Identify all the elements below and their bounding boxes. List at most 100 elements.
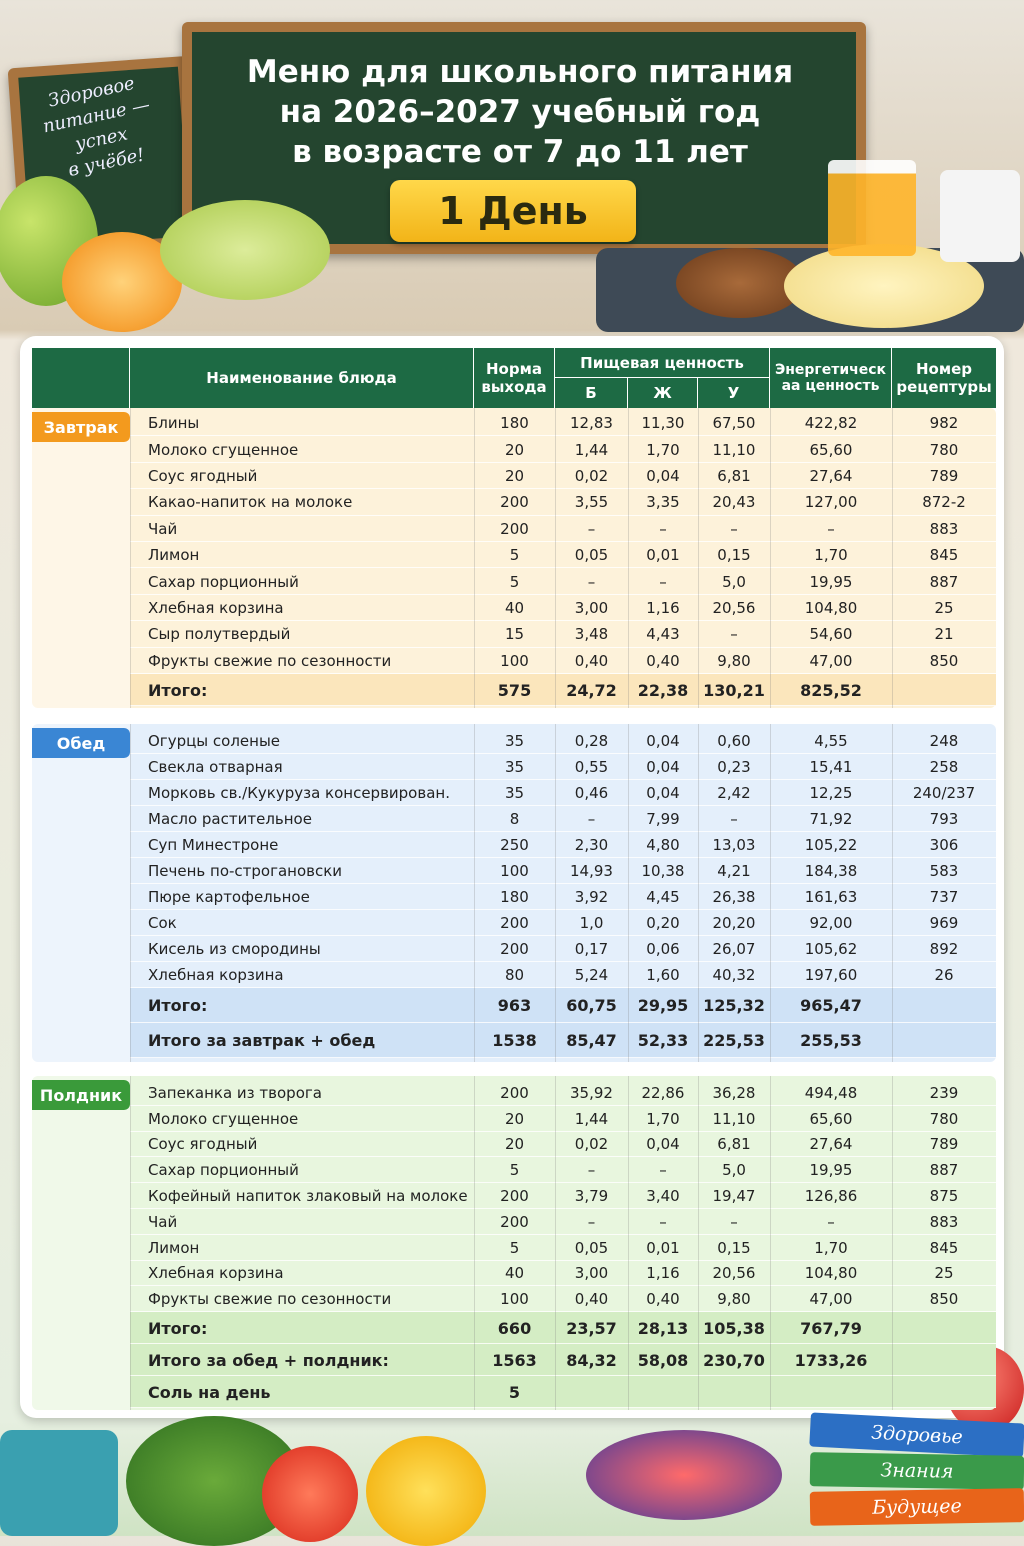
b-cell: 0,28: [574, 732, 609, 750]
row-line: [130, 779, 996, 780]
column-line: [474, 408, 475, 708]
berries: [586, 1430, 782, 1520]
b-cell: 0,02: [574, 466, 609, 485]
b-cell: 85,47: [566, 1031, 617, 1050]
row-line: [130, 1104, 996, 1106]
b-cell: 0,17: [574, 940, 609, 958]
energy-cell: 12,25: [809, 784, 853, 802]
recipe-cell: 883: [929, 519, 959, 538]
zh-cell: 0,20: [646, 914, 680, 932]
norm-cell: 5: [509, 1161, 520, 1180]
b-cell: 14,93: [570, 862, 613, 880]
dish-name: Чай: [148, 1212, 178, 1231]
u-cell: –: [730, 625, 738, 644]
row-line: [130, 857, 996, 858]
book: Будущее: [809, 1488, 1024, 1526]
column-line: [555, 1076, 556, 1410]
header-cell: Пищевая ценность: [555, 348, 770, 378]
norm-cell: 5: [508, 1382, 521, 1402]
dish-name: Морковь св./Кукуруза консервирован.: [148, 784, 450, 802]
u-cell: 0,15: [717, 546, 751, 565]
b-cell: 1,44: [574, 440, 609, 459]
norm-cell: 200: [500, 1212, 529, 1231]
b-cell: –: [587, 572, 596, 591]
energy-cell: 1,70: [814, 546, 848, 565]
lunchbox: [0, 1430, 118, 1536]
energy-cell: 15,41: [809, 758, 853, 776]
column-line: [892, 408, 893, 708]
book: Знания: [809, 1452, 1024, 1490]
energy-cell: 4,55: [814, 732, 848, 750]
u-cell: –: [730, 1212, 738, 1231]
recipe-cell: 239: [929, 1083, 959, 1102]
row-line: [130, 1208, 996, 1209]
zh-cell: 0,04: [646, 732, 680, 750]
u-cell: 26,38: [712, 888, 756, 906]
column-line: [698, 1076, 699, 1410]
pencil-cup: [940, 170, 1020, 262]
u-cell: 13,03: [712, 836, 756, 854]
dish-name: Фрукты свежие по сезонности: [148, 651, 392, 670]
energy-cell: 825,52: [800, 680, 862, 700]
b-cell: 35,92: [570, 1083, 613, 1102]
dish-name: Хлебная корзина: [148, 598, 284, 617]
dish-name: Соль на день: [148, 1382, 271, 1402]
zh-cell: 0,04: [646, 758, 680, 776]
dish-name: Лимон: [148, 1238, 200, 1257]
zh-cell: 0,04: [646, 466, 680, 485]
zh-cell: 3,40: [646, 1187, 680, 1206]
row-line: [130, 1407, 996, 1409]
recipe-cell: 583: [929, 862, 959, 880]
dish-name: Запеканка из творога: [148, 1083, 322, 1102]
b-cell: 1,44: [574, 1109, 609, 1128]
energy-cell: 1733,26: [794, 1350, 868, 1370]
u-cell: 0,60: [717, 732, 751, 750]
column-line: [130, 724, 131, 1062]
title-line: в возрасте от 7 до 11 лет: [292, 134, 748, 170]
row-line: [130, 1022, 996, 1023]
zh-cell: 4,45: [646, 888, 680, 906]
zh-cell: 0,01: [646, 546, 680, 565]
row-line: [130, 435, 996, 437]
norm-cell: 20: [504, 440, 525, 459]
section-label: Завтрак: [32, 412, 130, 442]
energy-cell: 71,92: [809, 810, 853, 828]
u-cell: –: [730, 519, 738, 538]
energy-cell: 1,70: [814, 1238, 848, 1257]
energy-cell: 19,95: [809, 572, 853, 591]
norm-cell: 20: [504, 1109, 525, 1128]
row-line: [130, 514, 996, 516]
norm-cell: 200: [500, 940, 529, 958]
header-cell: Энергетическ аа ценность: [770, 348, 892, 408]
recipe-cell: 789: [929, 466, 959, 485]
cutlet: [676, 248, 804, 318]
recipe-cell: 258: [929, 758, 959, 776]
row-line: [130, 1156, 996, 1158]
zh-cell: –: [659, 1212, 667, 1231]
energy-cell: 161,63: [804, 888, 858, 906]
zh-cell: 11,30: [641, 414, 685, 433]
recipe-cell: 982: [929, 414, 959, 433]
energy-cell: 92,00: [809, 914, 853, 932]
norm-cell: 1563: [492, 1350, 537, 1370]
norm-cell: 100: [500, 862, 529, 880]
row-line: [130, 1311, 996, 1313]
u-cell: 40,32: [712, 966, 756, 984]
column-line: [698, 724, 699, 1062]
row-line: [130, 541, 996, 542]
zh-cell: –: [659, 519, 667, 538]
b-cell: 3,92: [574, 888, 609, 906]
u-cell: 225,53: [703, 1031, 765, 1050]
zh-cell: 1,70: [646, 440, 680, 459]
dish-name: Соус ягодный: [148, 466, 258, 485]
recipe-cell: 780: [929, 1109, 959, 1128]
b-cell: 0,46: [574, 784, 609, 802]
u-cell: 125,32: [703, 996, 765, 1015]
pepper: [366, 1436, 486, 1546]
recipe-cell: 21: [934, 625, 954, 644]
norm-cell: 200: [500, 1083, 529, 1102]
recipe-cell: 789: [929, 1135, 959, 1154]
b-cell: 23,57: [566, 1318, 617, 1338]
row-line: [130, 961, 996, 962]
